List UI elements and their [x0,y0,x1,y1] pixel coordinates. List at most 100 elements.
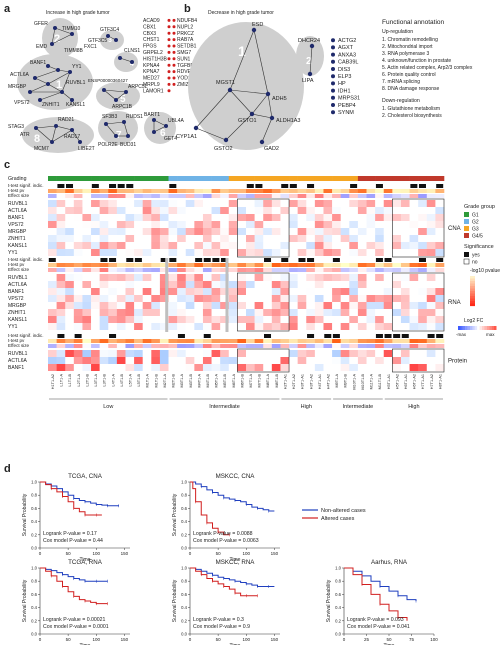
heatmap-cell [228,309,238,316]
heatmap-cell [314,364,324,371]
significance-cell [384,334,392,338]
heatmap-cell [254,274,264,281]
pvalue-cell [263,339,273,343]
grading-cell [357,176,367,181]
pvalue-cell [151,263,161,267]
heatmap-cell [91,295,100,302]
heatmap-cell [142,323,152,330]
heatmap-cell [435,221,445,228]
effect-size-cell [340,344,350,348]
heatmap-cell [297,350,307,357]
grading-cell [168,176,178,181]
group-label: High [301,404,312,410]
fc-gradient-step [462,326,466,330]
km-plot-title: TCGA, CNA [68,473,103,480]
y-tick-label: 0.2 [181,532,187,537]
significance-cell [126,184,134,188]
heatmap-cell [392,309,402,316]
heatmap-cell [134,221,143,228]
heatmap-cell [349,309,359,316]
heatmap-cell [237,274,247,281]
heatmap-cell [228,350,238,357]
effect-size-cell [168,344,178,348]
annotation-dot [167,70,171,74]
effect-size-cell [246,344,255,348]
heatmap-cell [177,316,187,323]
group-label: Intermediate [209,404,240,410]
heatmap-cell [383,302,393,309]
significance-cell [307,258,315,262]
heatmap-cell [220,309,230,316]
heatmap-cell [392,235,402,242]
pvalue-cell [297,189,307,193]
gene-row-label: ZNHIT1 [8,310,26,316]
heatmap-cell [151,309,161,316]
effect-size-cell [91,268,100,272]
heatmap-cell [220,281,230,288]
panel-c-bottom-groups: Low Intermediate High Intermediate High [49,398,443,410]
effect-size-cell [332,344,341,348]
heatmap-cell [340,323,350,330]
heatmap-cell [392,207,402,214]
heatmap-cell [237,242,247,249]
heatmap-cell [73,274,83,281]
effect-size-cell [82,194,92,198]
heatmap-cell [125,274,135,281]
heatmap-cell [159,207,169,214]
row-label: t-test signif. indic. [8,257,44,262]
heatmap-cell [108,207,118,214]
pvalue-gradient-step [470,283,475,287]
effect-size-cell [375,344,385,348]
heatmap-cell [366,295,376,302]
heatmap-cell [237,357,247,364]
heatmap-cell [418,214,428,221]
effect-size-cell [357,194,367,198]
x-tick-label: 0 [39,637,42,642]
heatmap-cell [142,364,152,371]
heatmap-cell [159,295,169,302]
effect-size-cell [392,194,402,198]
heatmap-cell [400,295,410,302]
heatmap-cell [125,242,135,249]
pvalue-cell [48,263,57,267]
heatmap-cell [289,302,298,309]
legend-gene-label: CAB39L [338,60,359,66]
heatmap-cell [56,207,66,214]
sample-label: M7T1-A [249,374,253,388]
heatmap-cell [220,350,230,357]
gene-row-label: BANF1 [8,215,24,221]
heatmap-cell [185,323,195,330]
heatmap-cell [99,309,109,316]
legend-gene-label: DIS3 [338,67,350,73]
sample-label: L2T1-A [77,374,81,387]
effect-size-cell [125,268,135,272]
pvalue-cell [134,339,143,343]
effect-size-cell [263,344,273,348]
panel-label-b: b [184,3,191,15]
heatmap-cell [237,309,247,316]
node-label: BART1 [144,112,160,118]
grading-cell [99,176,109,181]
km-series-line [344,567,417,601]
heatmap-cell [56,249,66,256]
heatmap-cell [194,281,204,288]
heatmap-cell [159,235,169,242]
heatmap-cell [366,281,376,288]
pvalue-cell [108,339,118,343]
gene-row-label: RUVBL1 [8,275,28,281]
heatmap-cell [125,316,135,323]
effect-size-cell [82,268,92,272]
heatmap-cell [297,207,307,214]
heatmap-cell [297,295,307,302]
node-label: ADH5 [272,96,287,102]
heatmap-cell [108,295,118,302]
heatmap-cell [332,364,341,371]
heatmap-cell [151,242,161,249]
gene-row-label: MRGBP [8,229,27,235]
pvalue-cell [332,263,341,267]
heatmap-cell [323,242,333,249]
heatmap-cell [332,235,341,242]
heatmap-cell [289,228,298,235]
heatmap-cell [306,274,316,281]
heatmap-cell [306,288,316,295]
